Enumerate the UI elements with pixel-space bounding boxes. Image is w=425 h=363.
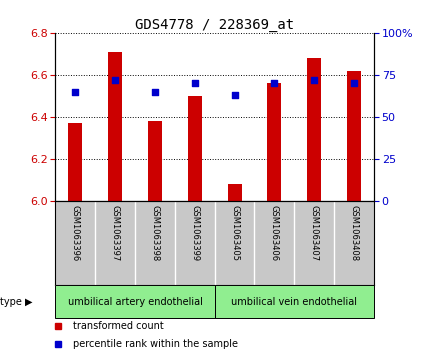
Title: GDS4778 / 228369_at: GDS4778 / 228369_at xyxy=(135,18,294,32)
Text: umbilical artery endothelial: umbilical artery endothelial xyxy=(68,297,202,307)
Bar xyxy=(148,121,162,201)
Point xyxy=(112,77,119,83)
Bar xyxy=(227,184,241,201)
Text: GSM1063405: GSM1063405 xyxy=(230,205,239,261)
Text: GSM1063408: GSM1063408 xyxy=(350,205,359,261)
Point xyxy=(311,77,317,83)
Text: GSM1063396: GSM1063396 xyxy=(71,205,79,262)
Bar xyxy=(347,70,361,201)
Bar xyxy=(267,83,281,201)
Text: umbilical vein endothelial: umbilical vein endothelial xyxy=(231,297,357,307)
Bar xyxy=(108,52,122,201)
Bar xyxy=(188,96,202,201)
Point xyxy=(271,80,278,86)
Point xyxy=(151,89,158,94)
Bar xyxy=(215,285,374,318)
Point xyxy=(72,89,79,94)
Bar xyxy=(68,123,82,201)
Text: cell type ▶: cell type ▶ xyxy=(0,297,33,307)
Text: GSM1063399: GSM1063399 xyxy=(190,205,199,261)
Text: GSM1063406: GSM1063406 xyxy=(270,205,279,261)
Text: GSM1063398: GSM1063398 xyxy=(150,205,159,262)
Text: transformed count: transformed count xyxy=(73,321,164,331)
Point xyxy=(351,80,357,86)
Text: GSM1063407: GSM1063407 xyxy=(310,205,319,261)
Text: GSM1063397: GSM1063397 xyxy=(110,205,119,262)
Point xyxy=(231,92,238,98)
Bar xyxy=(307,58,321,201)
Point xyxy=(191,80,198,86)
Bar xyxy=(55,285,215,318)
Text: percentile rank within the sample: percentile rank within the sample xyxy=(73,339,238,349)
